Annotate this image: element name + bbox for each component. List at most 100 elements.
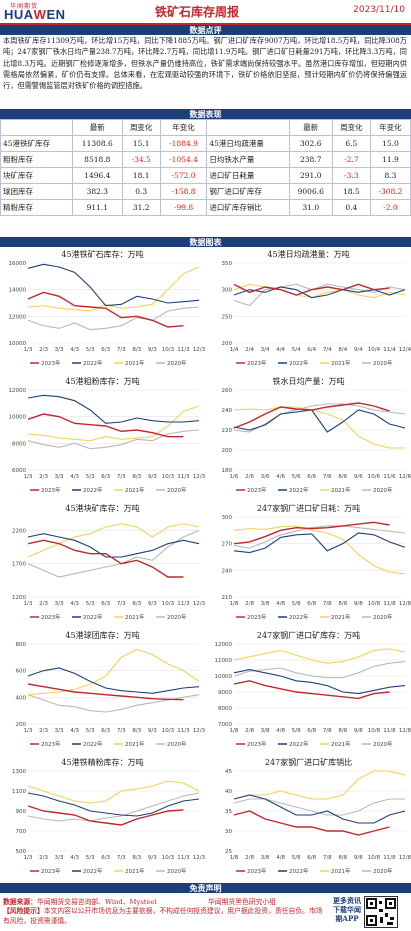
x-tick-label: 1/8 (230, 855, 239, 861)
legend-label: 2020年 (167, 867, 187, 875)
series-line-2023 (233, 402, 390, 429)
table-cell: 31.0 (288, 199, 333, 216)
legend-label: 2022年 (83, 486, 103, 494)
report-header: 华闻期货 HUAWEN 铁矿石库存周报 2023/11/10 (0, 0, 411, 25)
y-tick-label: 40 (225, 789, 232, 795)
x-tick-label: 10/3 (162, 601, 175, 607)
y-tick-label: 10000 (9, 341, 27, 347)
x-tick-label: 4/8 (276, 601, 285, 607)
y-tick-label: 12000 (9, 314, 27, 320)
x-tick-label: 2/3 (39, 728, 48, 734)
table-cell: -1054.4 (159, 151, 208, 168)
x-tick-label: 10/4 (368, 347, 381, 353)
x-tick-label: 5/3 (86, 347, 95, 353)
x-tick-label: 2/8 (245, 728, 254, 734)
legend-label: 2021年 (125, 613, 145, 621)
x-tick-label: 1/4 (230, 347, 239, 353)
charts-grid: 10000 12000 14000 16000 1/3 2/3 3/3 4/3 5/3 6/3 7/… (0, 247, 411, 882)
y-tick-label: 200 (222, 341, 233, 347)
series-line-2023 (27, 413, 184, 438)
y-tick-label: 1200 (12, 595, 26, 601)
x-tick-label: 2/6 (245, 474, 254, 480)
x-tick-label: 11/8 (383, 855, 396, 861)
legend-label: 2020年 (167, 486, 187, 494)
legend-label: 2023年 (41, 486, 61, 494)
x-tick-label: 5/3 (86, 601, 95, 607)
x-tick-label: 5/8 (292, 601, 301, 607)
y-tick-label: 8000 (218, 706, 232, 712)
x-tick-label: 9/3 (148, 347, 157, 353)
legend-label: 2020年 (167, 359, 187, 367)
table-cell: 1496.4 (71, 167, 123, 184)
x-tick-label: 12/3 (193, 474, 205, 480)
table-cell: -3.3 (331, 167, 371, 184)
x-tick-label: 1/8 (230, 728, 239, 734)
x-tick-label: 11/4 (383, 347, 396, 353)
report-title: 铁矿石库存周报 (155, 5, 240, 19)
x-tick-label: 4/6 (276, 474, 285, 480)
series-line-2021 (27, 523, 200, 558)
x-tick-label: 7/3 (117, 474, 126, 480)
y-tick-label: 500 (16, 849, 27, 855)
x-tick-label: 2/3 (39, 855, 48, 861)
y-tick-label: 12000 (215, 642, 233, 648)
table-header-cell: 周变化 (331, 119, 371, 136)
x-tick-label: 6/4 (307, 347, 316, 353)
x-tick-label: 6/6 (307, 474, 316, 480)
y-tick-label: 300 (222, 515, 233, 521)
x-tick-label: 11/8 (383, 728, 396, 734)
legend-label: 2020年 (167, 740, 187, 748)
x-tick-label: 4/3 (70, 855, 79, 861)
x-tick-label: 7/8 (323, 855, 332, 861)
x-tick-label: 5/6 (292, 474, 301, 480)
series-line-2022 (27, 667, 200, 694)
chart-canvas: 6000 8000 10000 12000 1/3 2/3 3/3 4/3 5/3 6/3 7/3 8… (9, 388, 206, 494)
qr-code-icon[interactable] (364, 896, 398, 928)
x-tick-label: 10/3 (162, 474, 175, 480)
table-row: 块矿库存 1496.4 18.1 -572.0 进口矿日耗量 291.0 -3.3 8.3 (0, 167, 411, 184)
series-line-2021 (27, 780, 200, 804)
x-tick-label: 3/3 (55, 474, 64, 480)
chart-title: 45港铁矿石库存：万吨 (61, 250, 144, 259)
series-line-2021 (233, 770, 406, 800)
table-row: 球团库存 382.3 0.3 -158.8 钢厂进口矿库存 9006.6 18.5 -308.… (0, 183, 411, 200)
y-tick-label: 25 (225, 849, 232, 855)
series-line-2021 (233, 648, 406, 664)
x-tick-label: 1/3 (24, 347, 33, 353)
x-tick-label: 6/3 (101, 728, 110, 734)
chart-canvas: 200 400 600 800 1/3 2/3 3/3 4/3 5/3 6/3 7/3 8/3 9/3 1… (16, 642, 206, 748)
legend-label: 2022年 (289, 486, 309, 494)
x-tick-label: 11/6 (383, 474, 396, 480)
x-tick-label: 8/3 (132, 347, 141, 353)
x-tick-label: 7/8 (323, 728, 332, 734)
x-tick-label: 5/3 (86, 474, 95, 480)
x-tick-label: 9/4 (354, 347, 363, 353)
table-cell: 18.1 (121, 167, 161, 184)
chart-canvas: 10000 12000 14000 16000 1/3 2/3 3/3 4/3 5/3 6/3 7/… (9, 261, 206, 367)
x-tick-label: 6/8 (307, 855, 316, 861)
y-tick-label: 1300 (12, 769, 26, 775)
y-tick-label: 1100 (12, 789, 26, 795)
series-line-2022 (27, 263, 200, 307)
x-tick-label: 10/3 (162, 347, 175, 353)
table-cell: 11.9 (369, 151, 411, 168)
series-line-2021 (27, 405, 200, 442)
legend-label: 2022年 (289, 613, 309, 621)
table-cell: 9006.6 (288, 183, 333, 200)
x-tick-label: 4/4 (276, 347, 285, 353)
table-header-cell: 年变化 (159, 119, 208, 136)
table-cell: 45港铁矿库存 (0, 135, 73, 152)
table-cell: 911.1 (71, 199, 123, 216)
table-cell: 钢厂进口矿库存 (206, 183, 290, 200)
x-tick-label: 5/4 (292, 347, 301, 353)
series-line-2023 (233, 521, 390, 545)
chart-canvas: 500 700 900 1100 1300 1/3 2/3 3/3 4/3 5/3 6/3 7/3 8/… (12, 769, 205, 875)
table-cell: 0.3 (121, 183, 161, 200)
y-tick-label: 200 (16, 722, 27, 728)
section-charts: 数据图表 (0, 237, 411, 247)
x-tick-label: 9/3 (148, 855, 157, 861)
x-tick-label: 11/3 (177, 474, 190, 480)
legend-label: 2021年 (331, 359, 351, 367)
series-line-2023 (27, 683, 184, 701)
y-tick-label: 35 (225, 809, 232, 815)
